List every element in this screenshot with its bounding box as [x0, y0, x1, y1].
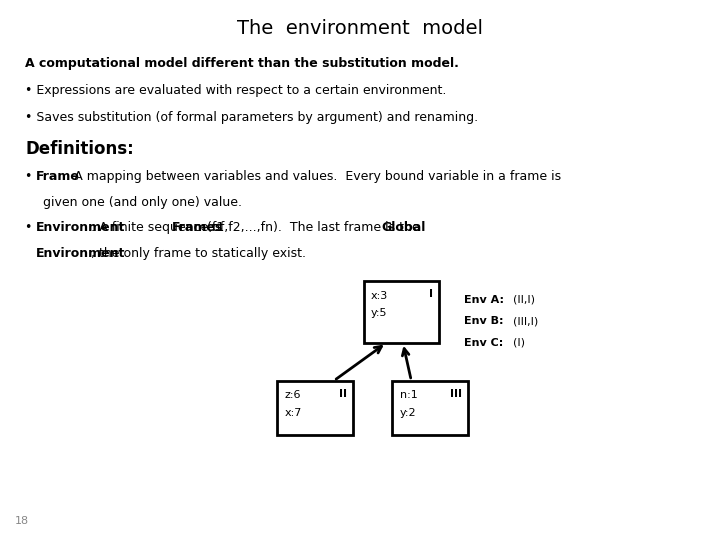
Text: : A mapping between variables and values.  Every bound variable in a frame is: : A mapping between variables and values… — [66, 170, 562, 183]
Text: x:7: x:7 — [284, 408, 302, 418]
Text: x:3: x:3 — [371, 291, 388, 301]
Text: III: III — [450, 389, 462, 399]
Bar — [364, 281, 439, 343]
Text: The  environment  model: The environment model — [237, 19, 483, 38]
Text: Env A:: Env A: — [464, 295, 505, 305]
Text: • Expressions are evaluated with respect to a certain environment.: • Expressions are evaluated with respect… — [25, 84, 446, 97]
Text: y:2: y:2 — [400, 408, 416, 418]
Text: : A finite sequence of: : A finite sequence of — [91, 221, 228, 234]
Text: •: • — [25, 221, 37, 234]
Text: (I): (I) — [506, 338, 525, 348]
Bar — [277, 381, 353, 435]
Text: II: II — [339, 389, 347, 399]
Text: • Saves substitution (of formal parameters by argument) and renaming.: • Saves substitution (of formal paramete… — [25, 111, 478, 124]
Text: (II,I): (II,I) — [506, 295, 535, 305]
Text: •: • — [25, 170, 37, 183]
Text: , the only frame to statically exist.: , the only frame to statically exist. — [91, 247, 306, 260]
Text: Env B:: Env B: — [464, 316, 504, 326]
Text: Environment: Environment — [36, 247, 125, 260]
Text: Frame: Frame — [36, 170, 80, 183]
Text: 18: 18 — [14, 516, 29, 526]
Text: (III,I): (III,I) — [506, 316, 539, 326]
Text: Definitions:: Definitions: — [25, 140, 134, 158]
Text: A computational model different than the substitution model.: A computational model different than the… — [25, 57, 459, 70]
Text: z:6: z:6 — [284, 390, 301, 401]
Text: I: I — [429, 289, 433, 299]
Text: Environment: Environment — [36, 221, 125, 234]
Text: y:5: y:5 — [371, 308, 387, 318]
Text: Frames: Frames — [172, 221, 223, 234]
Text: Env C:: Env C: — [464, 338, 504, 348]
Text: (f1,f2,...,fn).  The last frame is the: (f1,f2,...,fn). The last frame is the — [203, 221, 423, 234]
Text: n:1: n:1 — [400, 390, 418, 401]
Text: given one (and only one) value.: given one (and only one) value. — [43, 196, 242, 209]
Bar — [392, 381, 468, 435]
Text: Global: Global — [382, 221, 426, 234]
